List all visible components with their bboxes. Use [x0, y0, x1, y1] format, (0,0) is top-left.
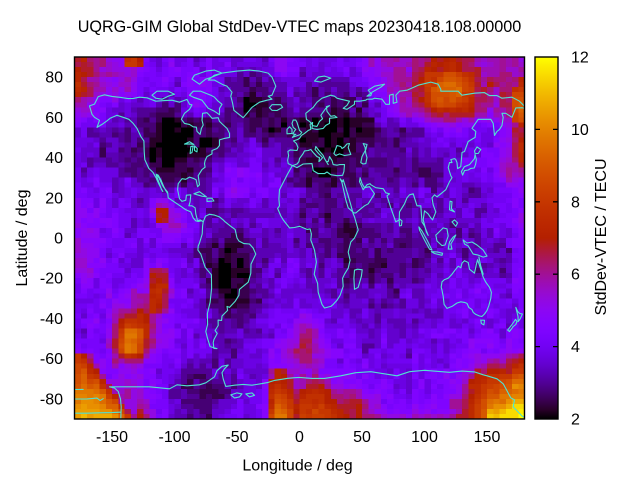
svg-text:0: 0: [54, 231, 63, 248]
svg-text:100: 100: [411, 429, 438, 446]
svg-text:-80: -80: [40, 391, 63, 408]
svg-text:40: 40: [45, 150, 63, 167]
svg-text:20: 20: [45, 190, 63, 207]
svg-text:12: 12: [571, 50, 589, 67]
svg-text:-50: -50: [225, 429, 248, 446]
svg-text:StdDev-VTEC / TECU: StdDev-VTEC / TECU: [593, 158, 610, 315]
svg-text:60: 60: [45, 110, 63, 127]
svg-text:2: 2: [571, 412, 580, 429]
svg-text:Longitude / deg: Longitude / deg: [242, 458, 352, 475]
svg-text:50: 50: [353, 429, 371, 446]
svg-text:4: 4: [571, 339, 580, 356]
svg-text:-100: -100: [158, 429, 190, 446]
svg-text:6: 6: [571, 267, 580, 284]
svg-text:8: 8: [571, 194, 580, 211]
svg-text:150: 150: [474, 429, 501, 446]
svg-text:80: 80: [45, 70, 63, 87]
svg-text:-150: -150: [96, 429, 128, 446]
svg-text:-40: -40: [40, 311, 63, 328]
svg-text:-60: -60: [40, 351, 63, 368]
svg-text:10: 10: [571, 122, 589, 139]
svg-text:0: 0: [295, 429, 304, 446]
svg-text:-20: -20: [40, 271, 63, 288]
svg-text:Latitude / deg: Latitude / deg: [14, 190, 31, 287]
svg-text:UQRG-GIM Global StdDev-VTEC ma: UQRG-GIM Global StdDev-VTEC maps 2023041…: [78, 18, 522, 36]
